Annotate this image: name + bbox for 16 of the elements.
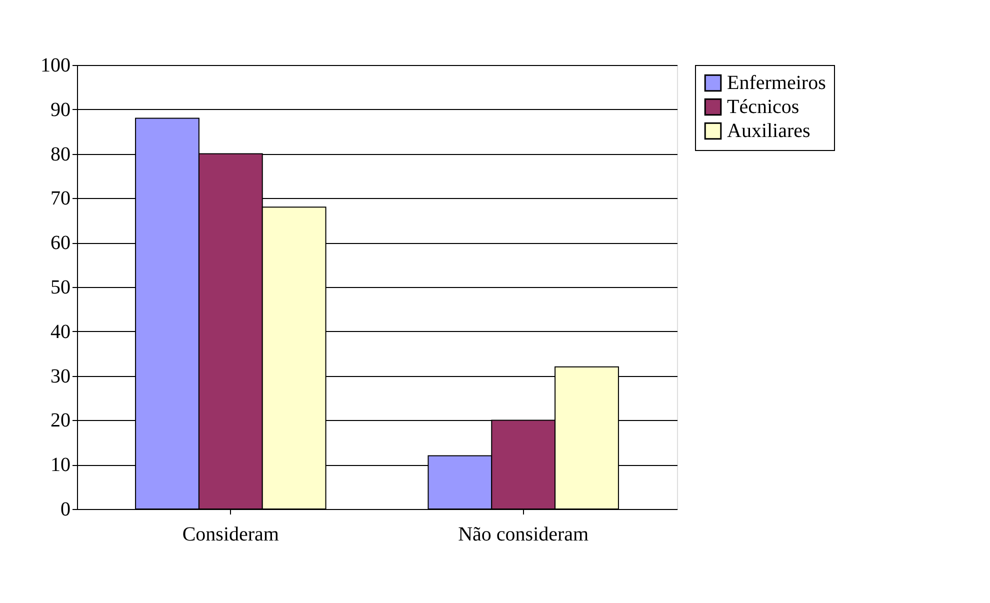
y-tick-label: 70 — [50, 188, 70, 210]
y-tick-label: 10 — [50, 454, 70, 476]
y-tick-label: 100 — [40, 54, 70, 76]
y-tick-label: 80 — [50, 143, 70, 166]
y-tick-label: 90 — [50, 98, 70, 121]
y-tick-label: 30 — [50, 365, 70, 388]
x-tick-label: Consideram — [182, 524, 280, 546]
legend-label: Enfermeiros — [727, 72, 826, 94]
y-tick-label: 60 — [50, 232, 70, 254]
y-tick-label: 20 — [50, 410, 70, 432]
legend-label: Auxiliares — [727, 120, 811, 142]
y-tick-label: 40 — [50, 320, 70, 343]
y-tick-label: 0 — [60, 498, 70, 520]
y-tick-label: 50 — [50, 276, 70, 298]
legend-label: Técnicos — [727, 96, 800, 118]
x-tick-label: Não consideram — [458, 524, 590, 546]
